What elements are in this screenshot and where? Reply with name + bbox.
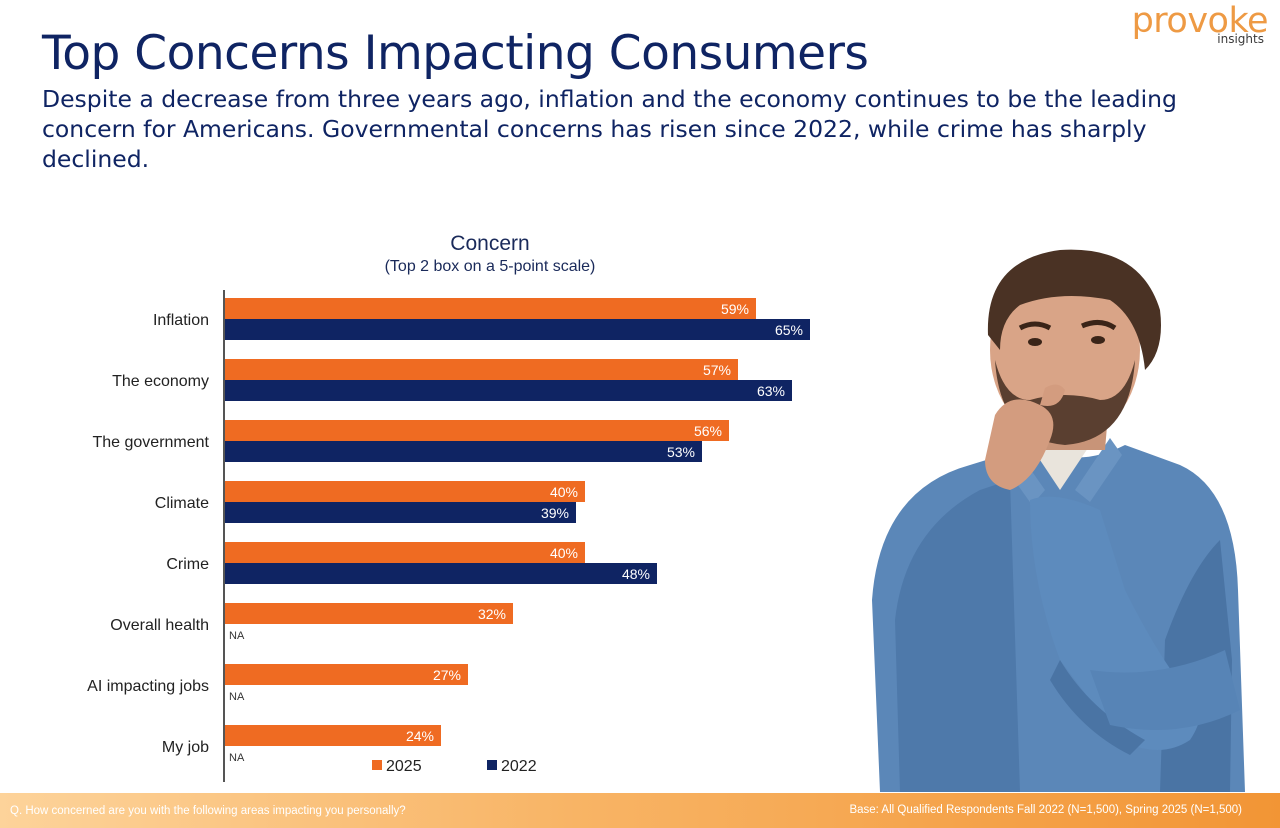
footer-bar: Q. How concerned are you with the follow…	[0, 793, 1280, 828]
category-label: AI impacting jobs	[87, 678, 209, 695]
data-label: 48%	[622, 566, 650, 582]
bar-2022	[225, 319, 810, 340]
bar-2022	[225, 502, 576, 523]
bar-2022	[225, 441, 702, 462]
category-label: Climate	[155, 495, 209, 512]
bar-2022	[225, 563, 657, 584]
category-label: The government	[92, 434, 209, 451]
brand-name: provoke	[1131, 1, 1269, 41]
footer-base: Base: All Qualified Respondents Fall 202…	[849, 804, 1242, 816]
data-label: 24%	[406, 728, 434, 744]
bar-2022	[225, 380, 792, 401]
footer-question: Q. How concerned are you with the follow…	[10, 805, 406, 817]
na-label: NA	[229, 691, 245, 703]
page-title: Top Concerns Impacting Consumers	[42, 26, 869, 81]
category-label: Overall health	[110, 617, 209, 634]
data-label: 53%	[667, 444, 695, 460]
bar-chart: Inflation 59% 65% The economy 57% 63% The gove…	[87, 290, 810, 782]
bar-2025	[225, 481, 585, 502]
bar-2025	[225, 420, 729, 441]
bar-2025	[225, 664, 468, 685]
thinking-man-photo	[872, 249, 1245, 792]
page-subtitle: Despite a decrease from three years ago,…	[42, 85, 1177, 173]
data-label: 56%	[694, 423, 722, 439]
data-label: 32%	[478, 606, 506, 622]
brand-tagline: insights	[1217, 32, 1264, 46]
legend-label: 2025	[386, 758, 422, 775]
bar-2025	[225, 725, 441, 746]
bar-2025	[225, 359, 738, 380]
category-label: The economy	[112, 373, 209, 390]
category-label: My job	[162, 739, 209, 756]
category-label: Inflation	[153, 312, 209, 329]
data-label: 59%	[721, 301, 749, 317]
na-label: NA	[229, 630, 245, 642]
data-label: 27%	[433, 667, 461, 683]
legend-swatch-2025	[372, 760, 382, 770]
na-label: NA	[229, 752, 245, 764]
bar-2025	[225, 542, 585, 563]
data-label: 63%	[757, 383, 785, 399]
bar-2025	[225, 298, 756, 319]
legend-label: 2022	[501, 758, 537, 775]
data-label: 65%	[775, 322, 803, 338]
chart-subtitle: (Top 2 box on a 5-point scale)	[384, 258, 596, 275]
data-label: 57%	[703, 362, 731, 378]
chart-title: Concern	[450, 232, 530, 255]
bar-2025	[225, 603, 513, 624]
data-label: 39%	[541, 505, 569, 521]
data-label: 40%	[550, 545, 578, 561]
category-label: Crime	[166, 556, 209, 573]
legend-swatch-2022	[487, 760, 497, 770]
brand-logo: provoke insights	[1131, 1, 1269, 46]
data-label: 40%	[550, 484, 578, 500]
